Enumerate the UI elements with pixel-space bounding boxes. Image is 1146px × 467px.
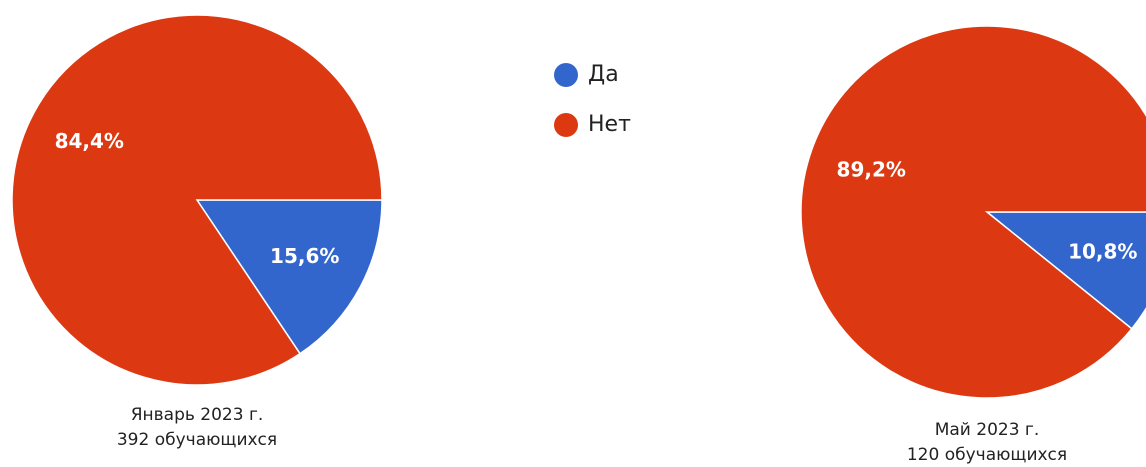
pie-slice [11,14,383,386]
chart-subtitle: 392 обучающихся [117,430,277,450]
legend-marker [554,113,578,137]
legend-label: Нет [588,112,631,137]
pie-slice [195,199,383,355]
slice-label: 10,8% [1068,239,1137,263]
pie-slice [984,211,1146,330]
chart-title: Май 2023 г. [935,420,1040,440]
legend-marker [554,63,578,87]
pie-slice [800,25,1146,399]
legend-label: Да [588,62,619,87]
chart-subtitle: 120 обучающихся [907,445,1067,465]
slice-label: 89,2% [837,158,906,182]
slice-label: 15,6% [270,244,339,268]
chart-title: Январь 2023 г. [131,405,264,425]
slice-label: 84,4% [55,129,124,153]
